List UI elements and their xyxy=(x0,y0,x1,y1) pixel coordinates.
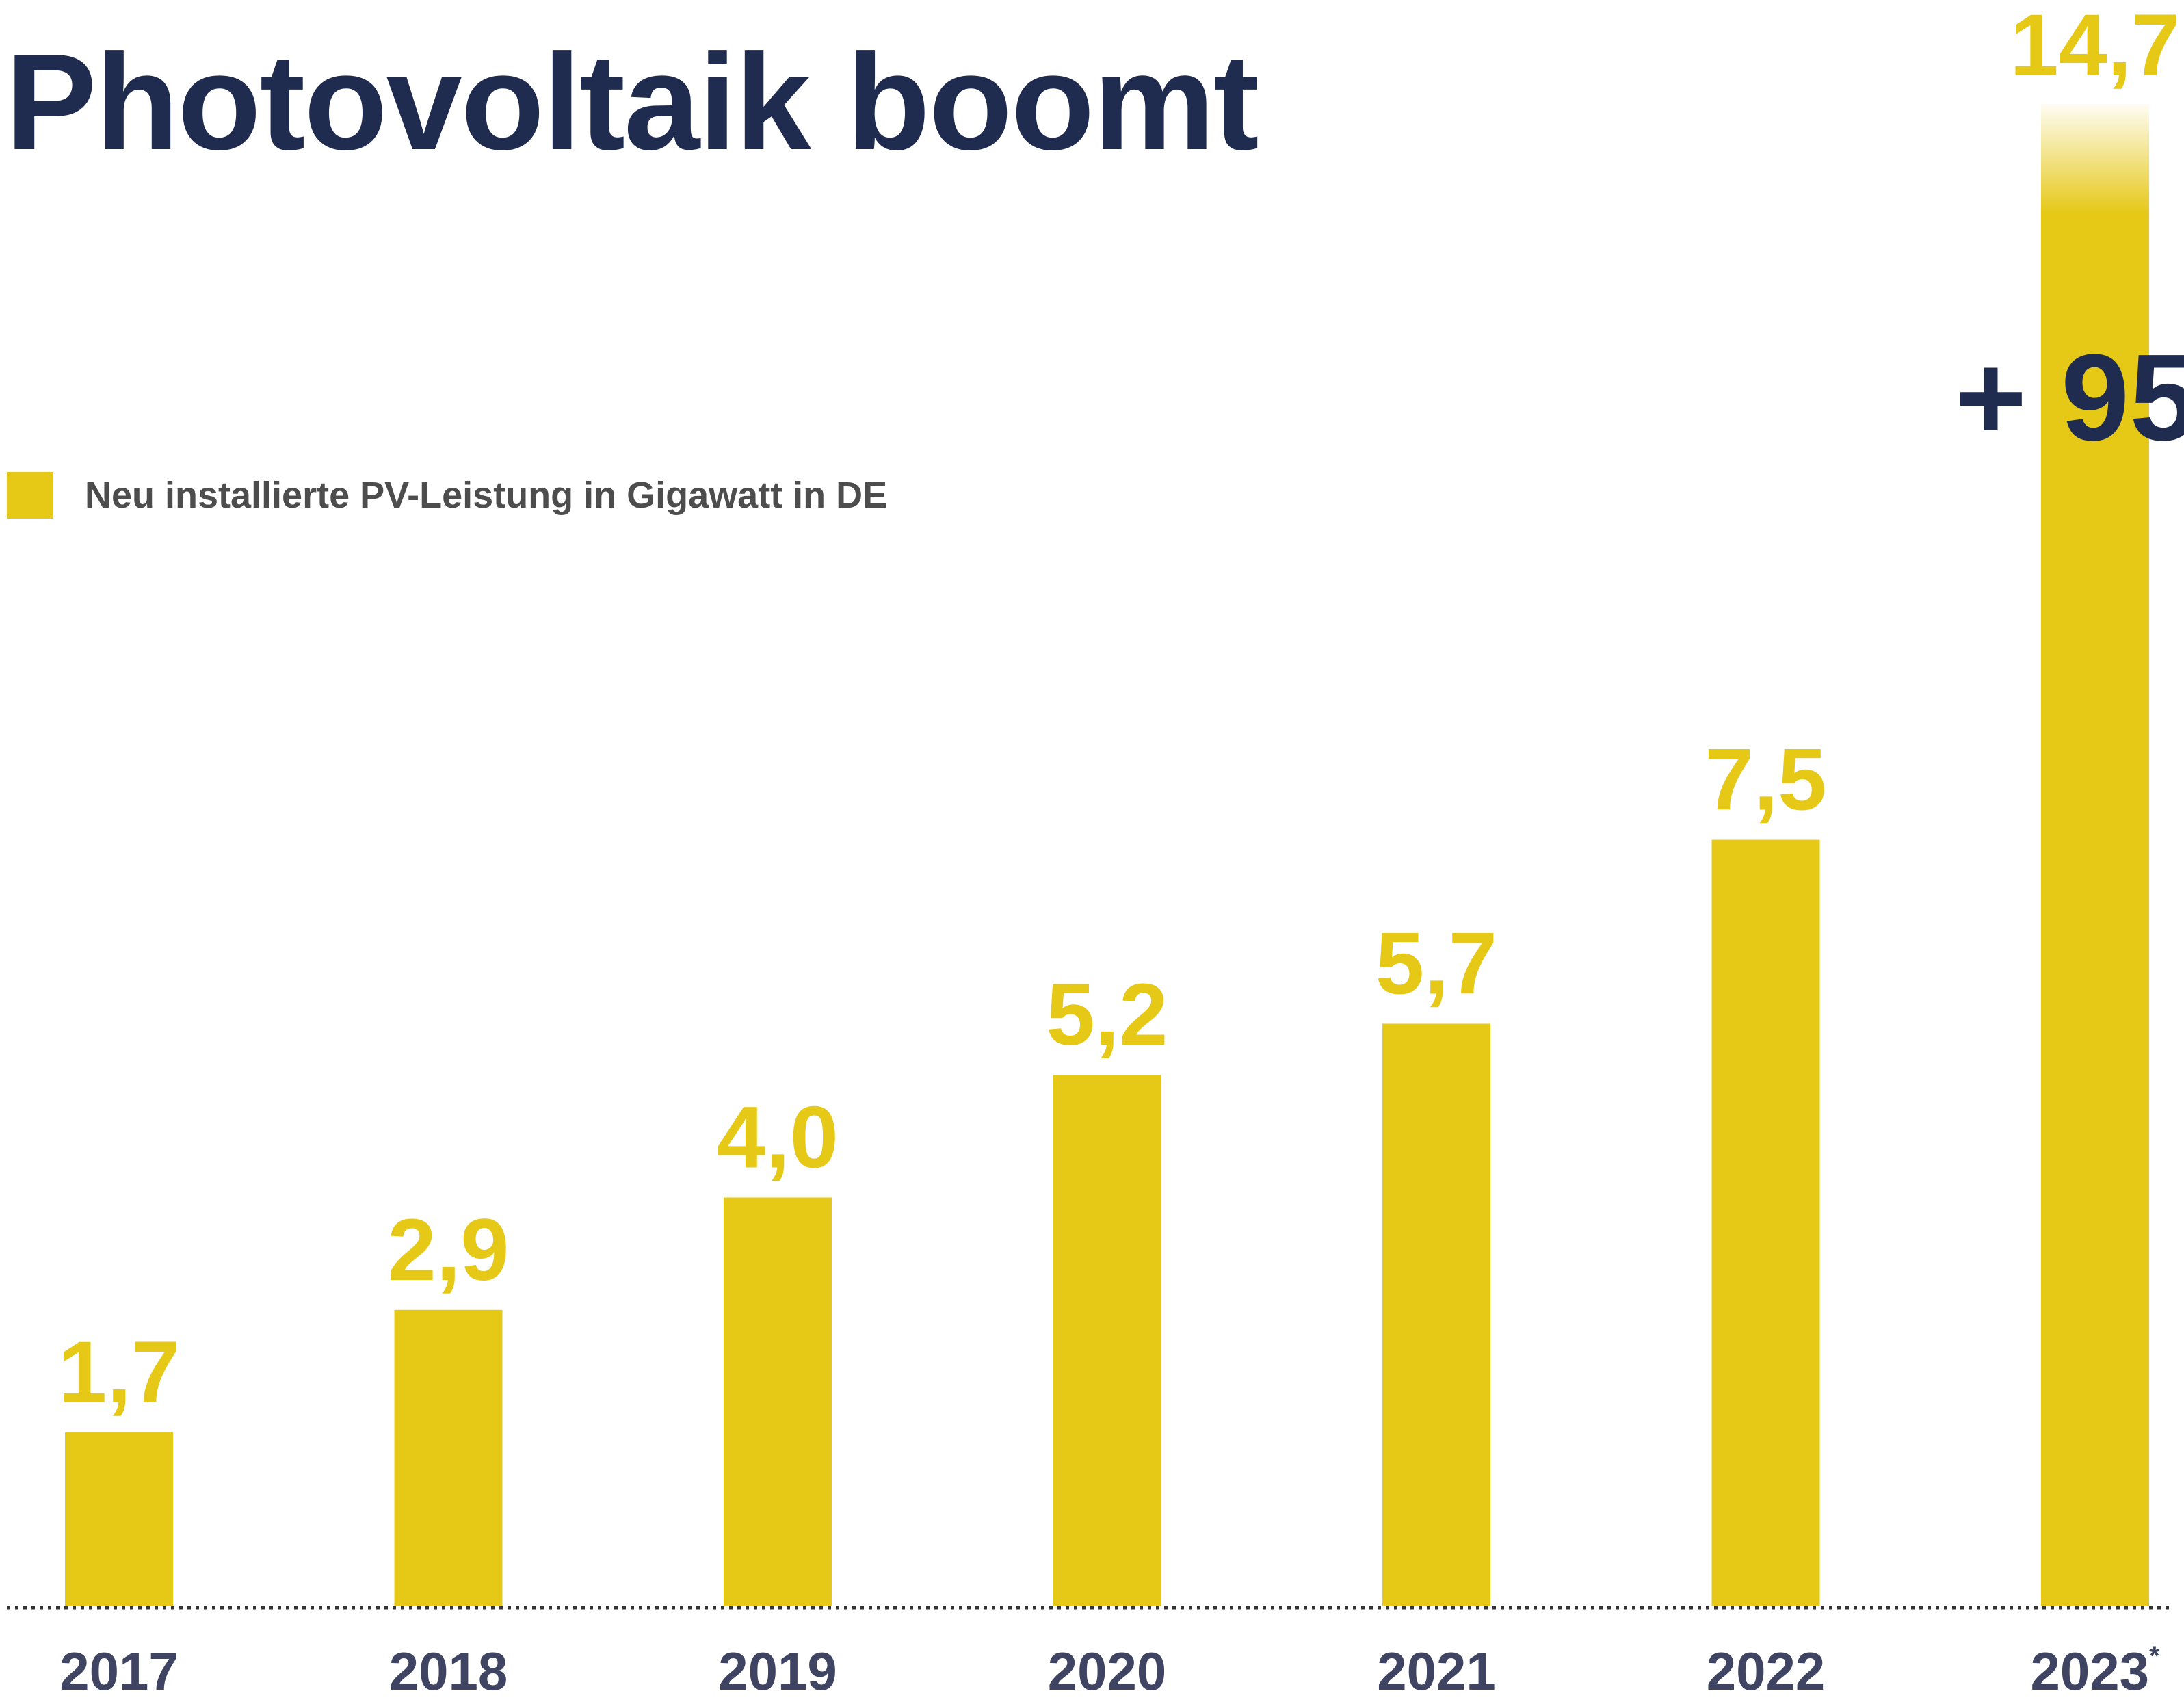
value-label-2017: 1,7 xyxy=(58,1324,180,1422)
bar-2022 xyxy=(1711,839,1820,1606)
legend-swatch xyxy=(7,472,53,519)
x-tick-label-2018: 2018 xyxy=(389,1641,508,1701)
value-label-2023: 14,7 xyxy=(2010,0,2180,94)
x-tick-label-2017: 2017 xyxy=(60,1641,179,1701)
value-label-2022: 7,5 xyxy=(1705,731,1827,829)
value-label-2021: 5,7 xyxy=(1376,915,1497,1012)
x-tick-label-2019: 2019 xyxy=(718,1641,837,1701)
bar-2021 xyxy=(1382,1023,1490,1606)
x-tick-label-2020: 2020 xyxy=(1048,1641,1167,1701)
legend: Neu installierte PV-Leistung in Gigawatt… xyxy=(7,472,887,519)
value-label-2020: 5,2 xyxy=(1047,966,1168,1064)
growth-annotation: + 95 xyxy=(1955,329,2184,467)
value-label-2018: 2,9 xyxy=(388,1201,510,1299)
value-label-2019: 4,0 xyxy=(717,1088,839,1186)
x-tick-label-2023: 2023* xyxy=(2030,1641,2160,1701)
bar-2023 xyxy=(2041,213,2149,1606)
x-tick-label-2021: 2021 xyxy=(1377,1641,1496,1701)
legend-label: Neu installierte PV-Leistung in Gigawatt… xyxy=(85,475,888,516)
x-tick-labels-group: 2017 2018 2019 2020 2021 2022 2023* xyxy=(60,1641,2160,1701)
bar-2020 xyxy=(1053,1075,1161,1606)
bar-2019 xyxy=(724,1197,832,1606)
chart-title: Photovoltaik boomt xyxy=(5,26,1259,179)
x-tick-label-2022: 2022 xyxy=(1707,1641,1826,1701)
bar-2018 xyxy=(394,1309,503,1606)
bars-group xyxy=(65,104,2149,1606)
bar-2017 xyxy=(65,1432,173,1606)
bar-fade-2023 xyxy=(2041,104,2149,213)
value-labels-group: 1,7 2,9 4,0 5,2 5,7 7,5 14,7 xyxy=(58,0,2181,1422)
